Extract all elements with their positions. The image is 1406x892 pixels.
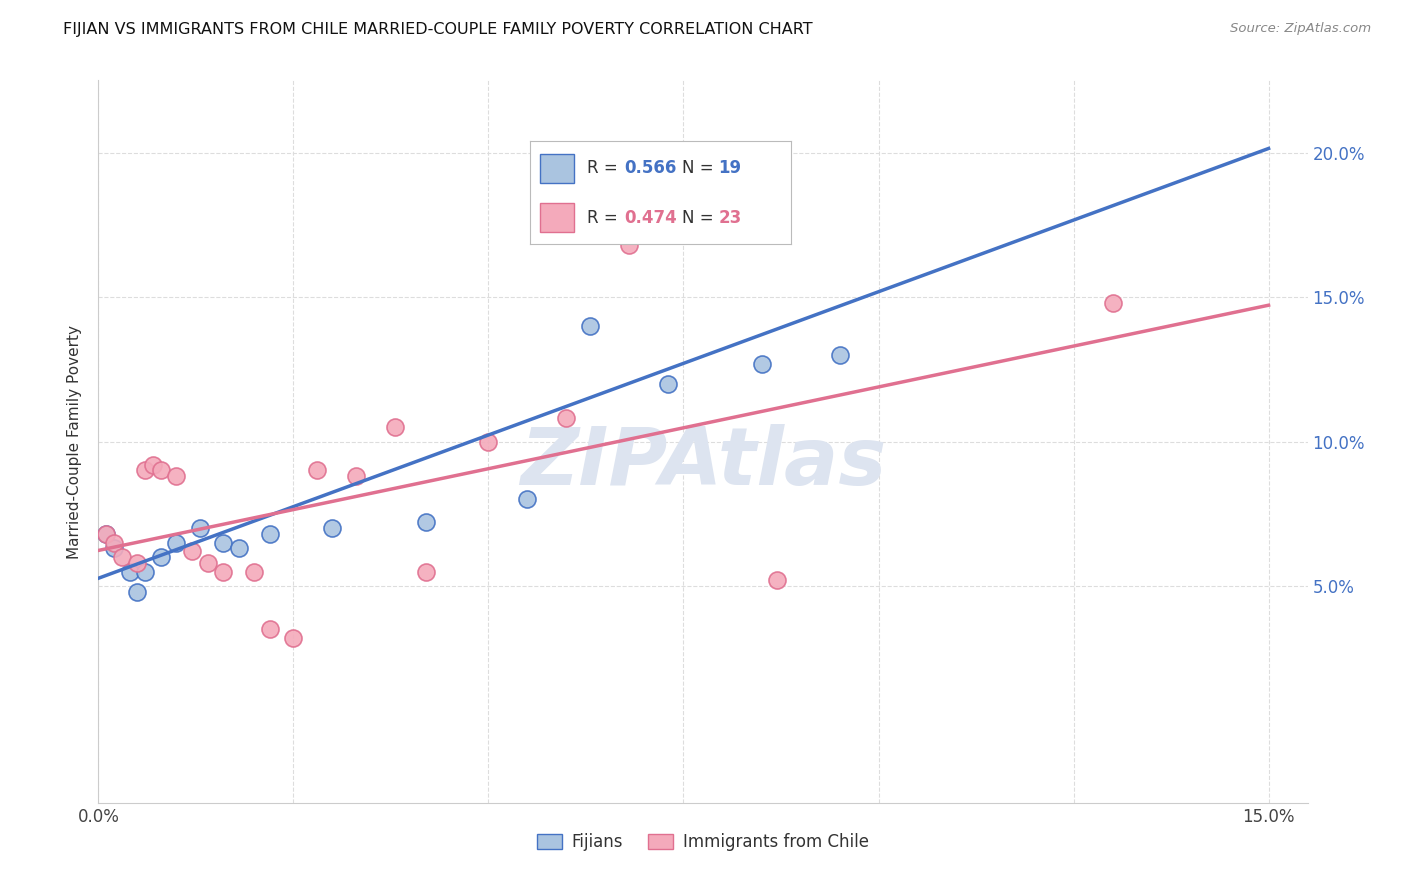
Point: [751, 357, 773, 371]
Text: 0.566: 0.566: [624, 159, 676, 177]
Point: [103, 541, 125, 556]
Point: [149, 463, 172, 477]
Point: [212, 535, 235, 549]
Point: [212, 565, 235, 579]
Y-axis label: Married-Couple Family Poverty: Married-Couple Family Poverty: [67, 325, 83, 558]
Point: [134, 565, 156, 579]
Text: ZIPAtlas: ZIPAtlas: [520, 425, 886, 502]
Legend: Fijians, Immigrants from Chile: Fijians, Immigrants from Chile: [529, 825, 877, 860]
Text: N =: N =: [682, 209, 718, 227]
Point: [96, 527, 118, 541]
Text: R =: R =: [588, 159, 623, 177]
Point: [165, 535, 187, 549]
Point: [103, 535, 125, 549]
Point: [188, 521, 211, 535]
Text: R =: R =: [588, 209, 623, 227]
Point: [516, 492, 538, 507]
Point: [579, 318, 602, 333]
Point: [127, 584, 149, 599]
Text: FIJIAN VS IMMIGRANTS FROM CHILE MARRIED-COUPLE FAMILY POVERTY CORRELATION CHART: FIJIAN VS IMMIGRANTS FROM CHILE MARRIED-…: [63, 22, 813, 37]
Point: [197, 556, 219, 570]
Text: 19: 19: [718, 159, 741, 177]
Text: 23: 23: [718, 209, 741, 227]
Point: [243, 565, 266, 579]
Point: [766, 574, 789, 588]
Text: 0.474: 0.474: [624, 209, 676, 227]
Text: N =: N =: [682, 159, 718, 177]
Text: Source: ZipAtlas.com: Source: ZipAtlas.com: [1230, 22, 1371, 36]
Point: [228, 541, 250, 556]
Point: [96, 527, 118, 541]
Point: [305, 463, 328, 477]
Point: [142, 458, 165, 472]
Point: [555, 189, 578, 203]
Point: [259, 623, 281, 637]
Point: [344, 469, 367, 483]
Point: [617, 238, 640, 252]
Point: [283, 631, 305, 645]
Point: [118, 565, 141, 579]
Point: [828, 348, 851, 362]
Point: [415, 565, 437, 579]
Point: [477, 434, 499, 449]
Point: [415, 516, 437, 530]
Point: [321, 521, 343, 535]
Bar: [540, 203, 574, 232]
Point: [165, 469, 187, 483]
Point: [181, 544, 204, 558]
Point: [149, 550, 172, 565]
Bar: [540, 153, 574, 183]
Point: [111, 550, 134, 565]
Point: [259, 527, 281, 541]
Point: [134, 463, 156, 477]
Point: [1101, 295, 1123, 310]
Point: [555, 411, 578, 425]
Point: [657, 376, 679, 391]
Point: [384, 420, 406, 434]
Point: [127, 556, 149, 570]
